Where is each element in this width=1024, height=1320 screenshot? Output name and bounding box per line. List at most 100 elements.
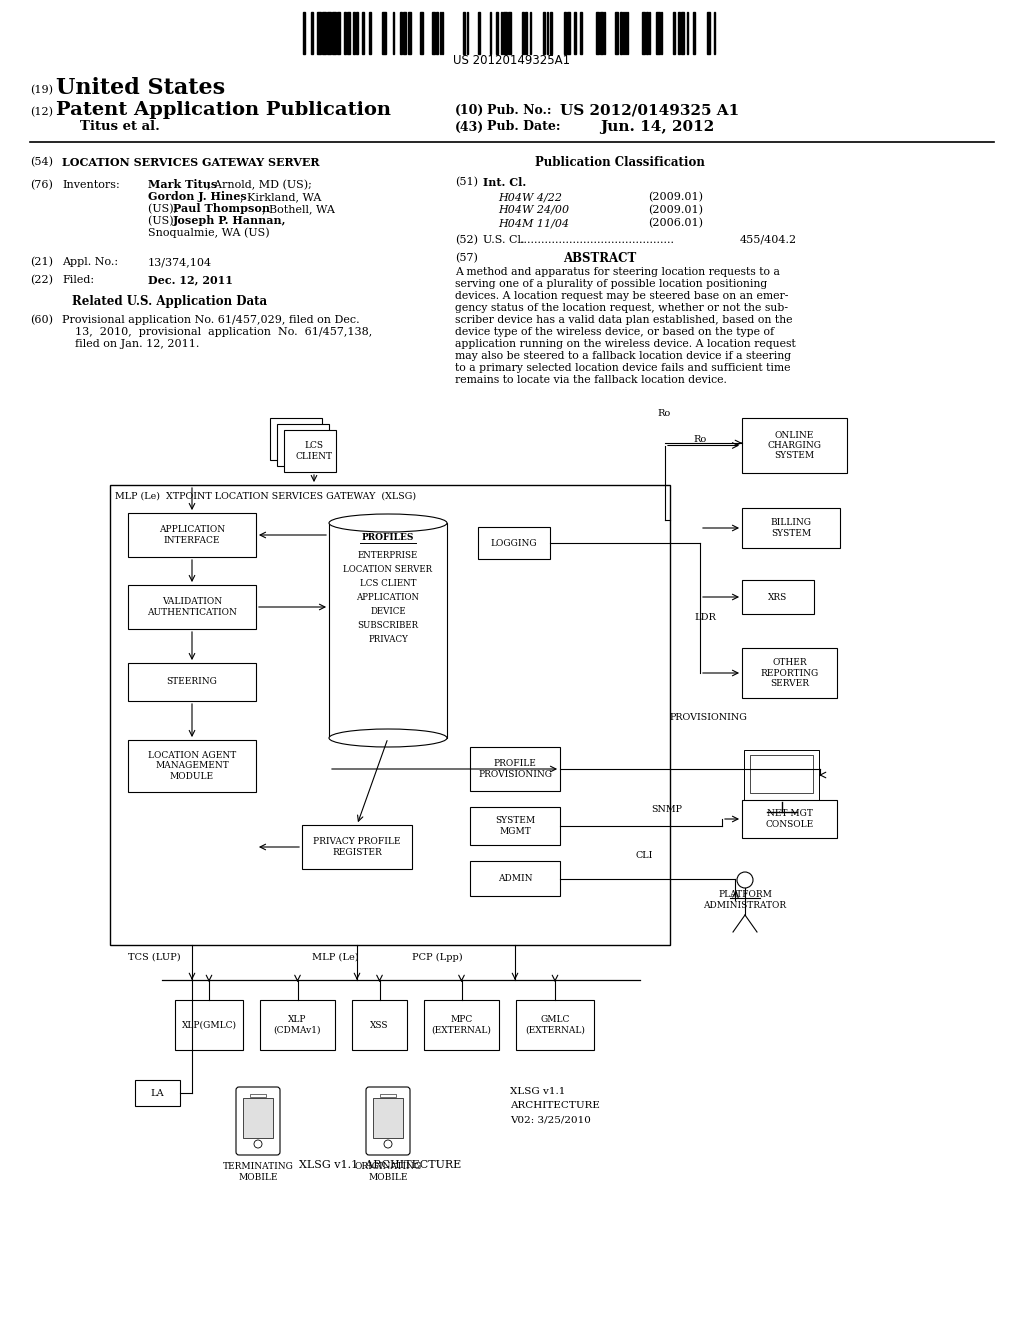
Bar <box>353 12 355 54</box>
Text: 13,  2010,  provisional  application  No.  61/457,138,: 13, 2010, provisional application No. 61… <box>75 327 373 337</box>
Text: ............................................: ........................................… <box>520 235 674 246</box>
Text: PROFILES: PROFILES <box>361 532 414 541</box>
Bar <box>311 12 313 54</box>
Bar <box>742 418 847 473</box>
Text: PRIVACY: PRIVACY <box>368 635 408 644</box>
Bar <box>742 508 840 548</box>
Text: VALIDATION
AUTHENTICATION: VALIDATION AUTHENTICATION <box>147 597 237 616</box>
Bar <box>693 12 695 54</box>
Bar <box>646 12 648 54</box>
Text: STEERING: STEERING <box>167 677 217 686</box>
Text: (US);: (US); <box>148 203 181 214</box>
Bar <box>550 12 552 54</box>
Bar <box>642 12 645 54</box>
Bar <box>373 1098 403 1138</box>
Text: United States: United States <box>56 77 225 99</box>
Text: US 20120149325A1: US 20120149325A1 <box>454 54 570 66</box>
FancyBboxPatch shape <box>236 1086 280 1155</box>
Bar <box>678 12 680 54</box>
Text: LOCATION AGENT
MANAGEMENT
MODULE: LOCATION AGENT MANAGEMENT MODULE <box>147 751 237 781</box>
Bar <box>596 12 599 54</box>
Text: (22): (22) <box>30 275 53 285</box>
Bar <box>110 484 670 945</box>
Text: ENTERPRISE: ENTERPRISE <box>357 550 418 560</box>
Text: H04W 4/22: H04W 4/22 <box>498 191 562 202</box>
Bar <box>369 12 371 54</box>
Text: (60): (60) <box>30 315 53 325</box>
Text: U.S. Cl.: U.S. Cl. <box>483 235 528 246</box>
Bar <box>432 12 435 54</box>
Bar <box>420 12 423 54</box>
Text: XLP
(CDMAv1): XLP (CDMAv1) <box>273 1015 322 1035</box>
Bar <box>362 12 364 54</box>
Text: to a primary selected location device fails and sufficient time: to a primary selected location device fa… <box>455 363 791 374</box>
Text: TERMINATING
MOBILE: TERMINATING MOBILE <box>222 1163 294 1181</box>
Text: XLSG v1.1  ARCHITECTURE: XLSG v1.1 ARCHITECTURE <box>299 1160 461 1170</box>
Text: (51): (51) <box>455 177 478 187</box>
Bar <box>600 12 603 54</box>
Text: , Bothell, WA: , Bothell, WA <box>262 205 335 214</box>
Text: LOGGING: LOGGING <box>490 539 538 548</box>
Text: XSS: XSS <box>371 1020 389 1030</box>
Bar <box>436 12 438 54</box>
Bar <box>580 12 582 54</box>
Bar <box>707 12 710 54</box>
Text: MLP (Le)  XTPOINT LOCATION SERVICES GATEWAY  (XLSG): MLP (Le) XTPOINT LOCATION SERVICES GATEW… <box>115 491 416 500</box>
Bar <box>525 12 527 54</box>
Text: filed on Jan. 12, 2011.: filed on Jan. 12, 2011. <box>75 339 200 348</box>
Bar <box>400 12 402 54</box>
Text: Paul Thompson: Paul Thompson <box>173 203 270 214</box>
Text: NET MGT
CONSOLE: NET MGT CONSOLE <box>765 809 814 829</box>
Text: application running on the wireless device. A location request: application running on the wireless devi… <box>455 339 796 348</box>
Text: (21): (21) <box>30 257 53 267</box>
Bar <box>673 12 675 54</box>
Bar <box>463 12 465 54</box>
Text: may also be steered to a fallback location device if a steering: may also be steered to a fallback locati… <box>455 351 792 360</box>
Bar <box>508 12 511 54</box>
Text: XLP(GMLC): XLP(GMLC) <box>181 1020 237 1030</box>
Bar <box>750 814 813 828</box>
Bar <box>543 12 545 54</box>
Text: PROVISIONING: PROVISIONING <box>670 714 748 722</box>
Text: PRIVACY PROFILE
REGISTER: PRIVACY PROFILE REGISTER <box>313 837 400 857</box>
Text: SNMP: SNMP <box>651 805 682 814</box>
Bar <box>135 1080 180 1106</box>
Text: LOCATION SERVICES GATEWAY SERVER: LOCATION SERVICES GATEWAY SERVER <box>62 157 319 168</box>
Text: Related U.S. Application Data: Related U.S. Application Data <box>73 296 267 309</box>
Bar <box>329 523 447 738</box>
Bar <box>744 750 819 803</box>
Text: (57): (57) <box>455 253 478 263</box>
Text: GMLC
(EXTERNAL): GMLC (EXTERNAL) <box>525 1015 585 1035</box>
Text: PLATFORM
ADMINISTRATOR: PLATFORM ADMINISTRATOR <box>703 890 786 909</box>
Text: LCS CLIENT: LCS CLIENT <box>359 578 416 587</box>
Bar <box>615 12 618 54</box>
Bar <box>567 12 570 54</box>
Text: serving one of a plurality of possible location positioning: serving one of a plurality of possible l… <box>455 279 767 289</box>
Bar <box>424 1001 499 1049</box>
Bar <box>470 747 560 791</box>
Text: XRS: XRS <box>768 593 787 602</box>
Bar <box>620 12 622 54</box>
Text: XLSG v1.1: XLSG v1.1 <box>510 1088 565 1097</box>
Bar <box>302 825 412 869</box>
Bar <box>250 1094 266 1097</box>
Text: 455/404.2: 455/404.2 <box>740 235 797 246</box>
Text: ABSTRACT: ABSTRACT <box>563 252 637 264</box>
Bar <box>270 418 322 459</box>
Text: Ro: Ro <box>657 408 671 417</box>
Text: (US);: (US); <box>148 216 181 226</box>
Ellipse shape <box>329 513 447 532</box>
Text: (2009.01): (2009.01) <box>648 191 703 202</box>
Text: Int. Cl.: Int. Cl. <box>483 177 526 187</box>
Text: TCS (LUP): TCS (LUP) <box>128 953 180 961</box>
Text: Ro: Ro <box>693 436 707 445</box>
Bar <box>403 12 406 54</box>
Bar <box>128 585 256 630</box>
Bar <box>503 12 507 54</box>
Ellipse shape <box>329 729 447 747</box>
Bar <box>656 12 660 54</box>
Bar <box>574 12 575 54</box>
Bar <box>317 12 321 54</box>
Text: BILLING
SYSTEM: BILLING SYSTEM <box>770 519 811 537</box>
Bar <box>327 12 331 54</box>
